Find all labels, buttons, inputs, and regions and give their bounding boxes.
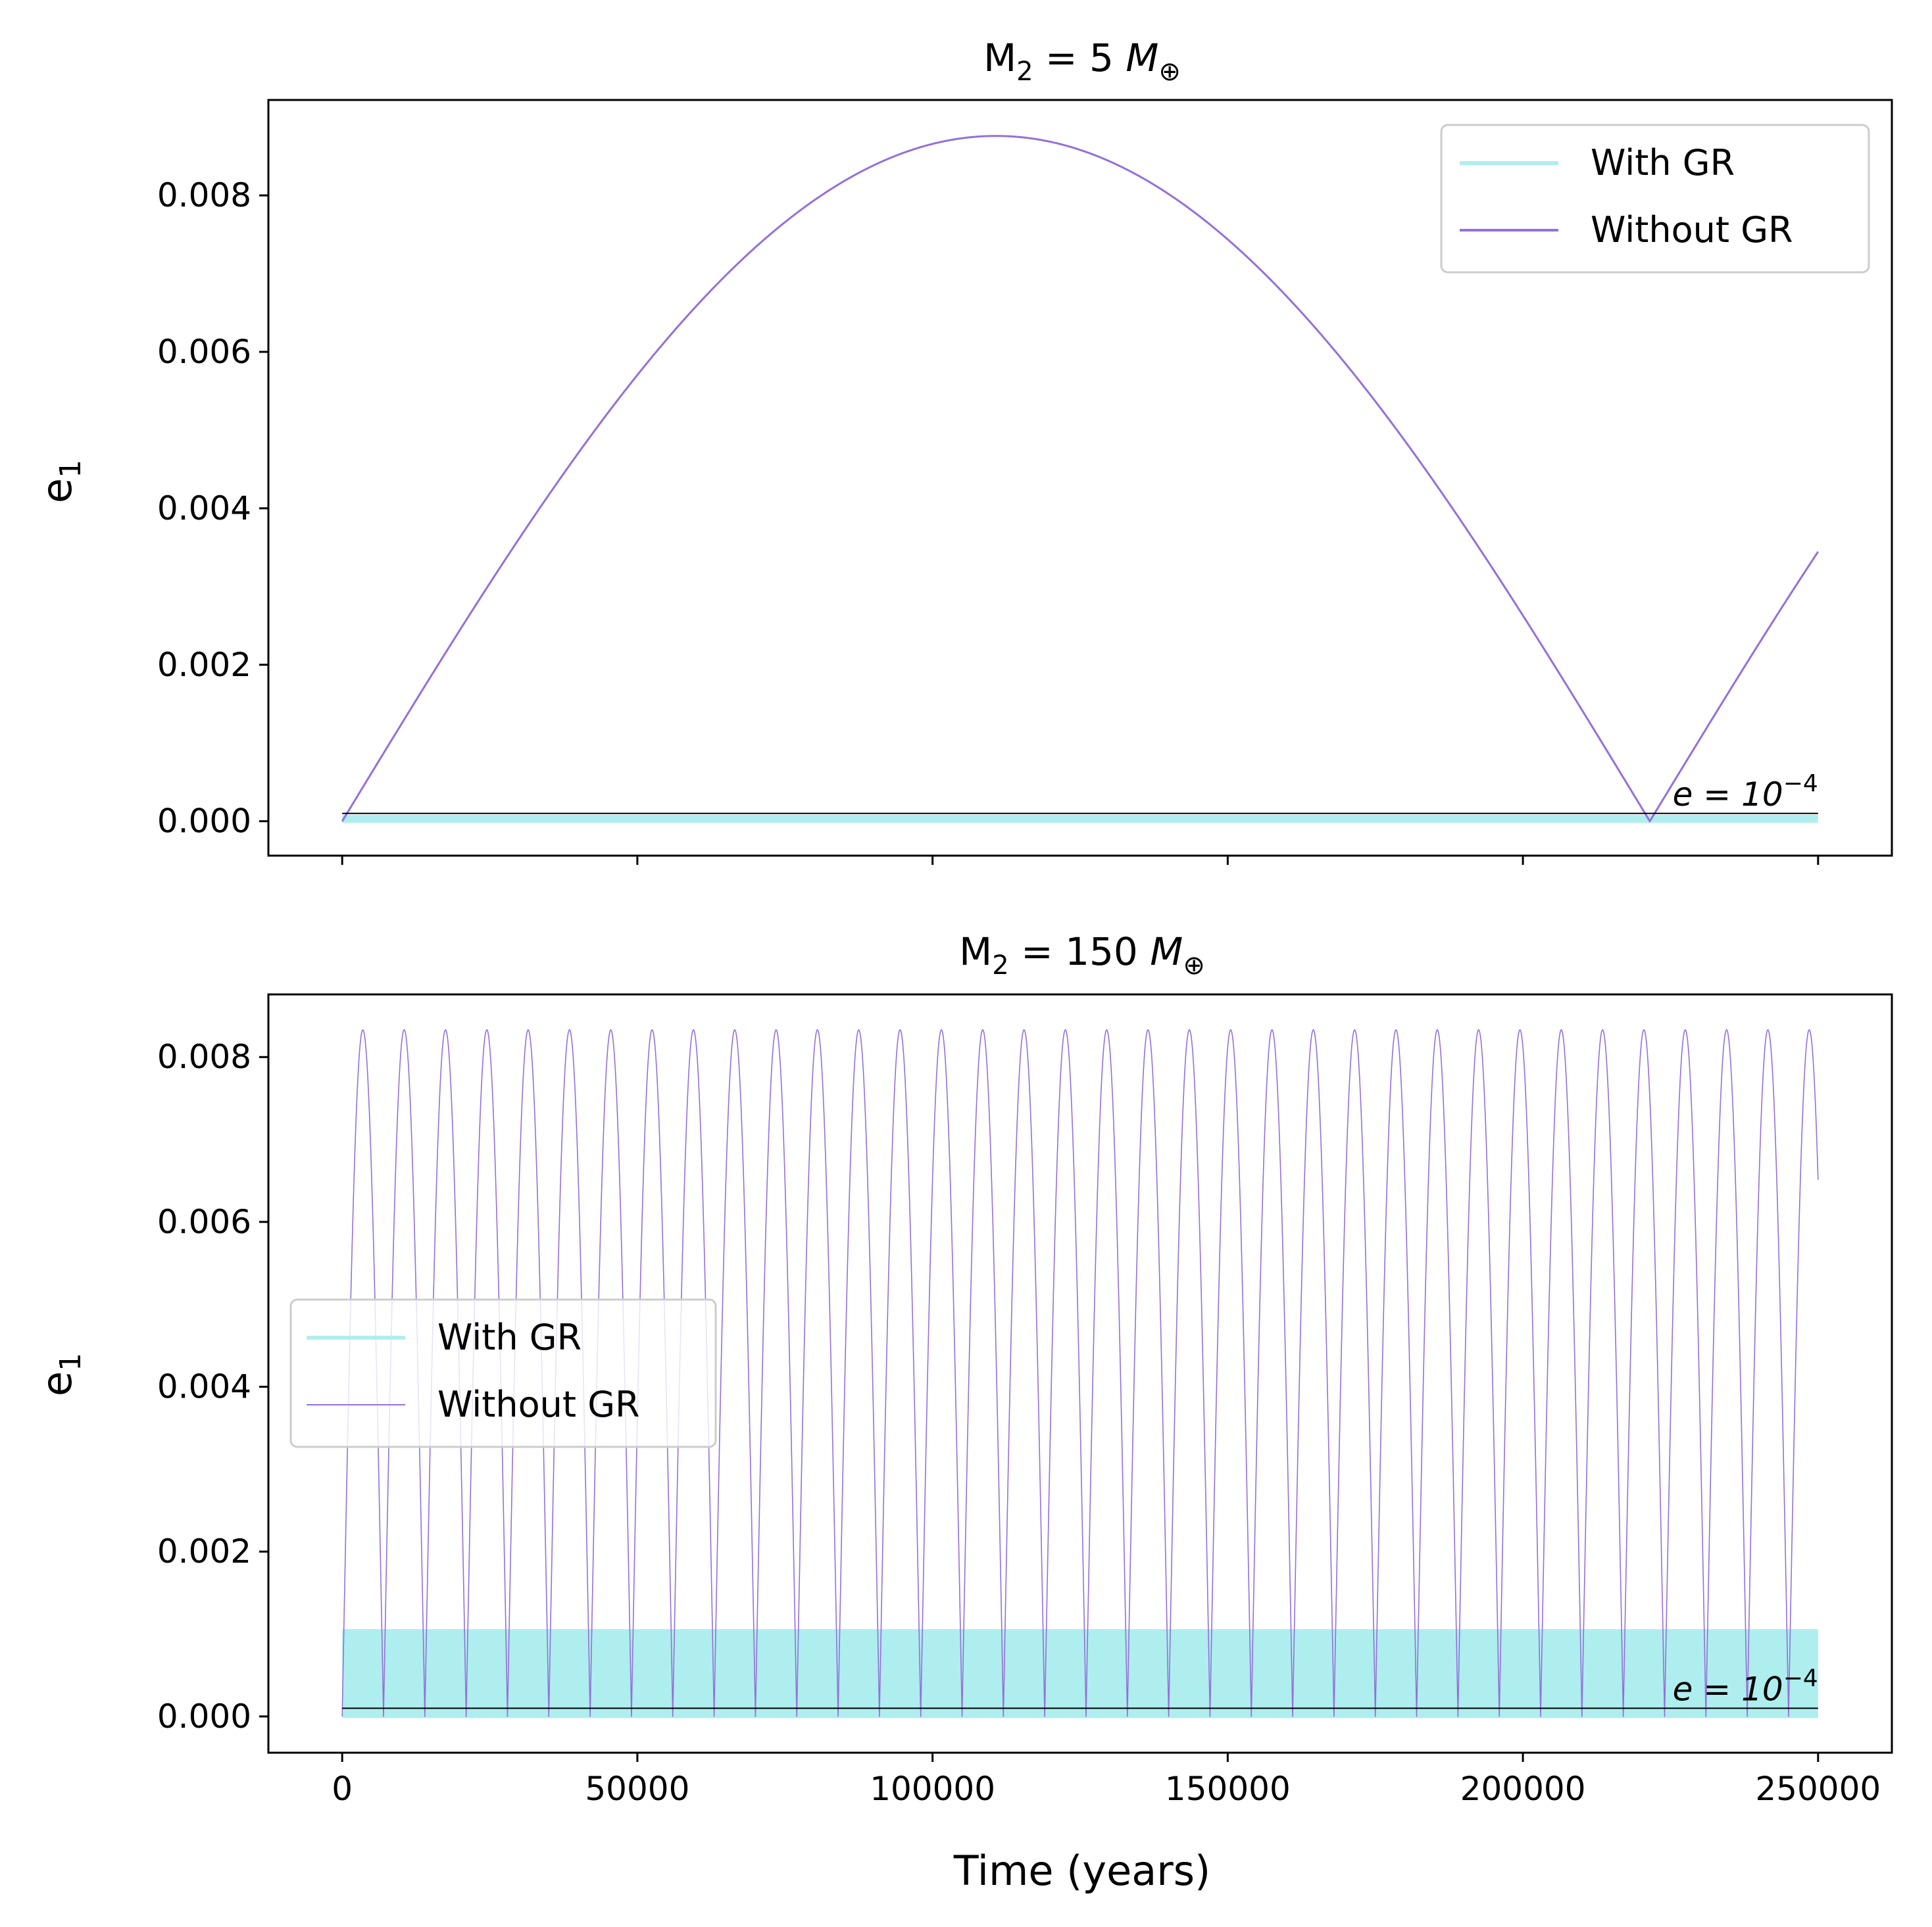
- bottom-legend-label-with-gr: With GR: [437, 1317, 582, 1358]
- bottom-panel-title: M2 = 150 M⊕: [959, 929, 1205, 981]
- top-y-axis-label: e1: [33, 460, 87, 503]
- y-tick-label: 0.008: [157, 1038, 251, 1076]
- with-gr-series-top: [342, 815, 1818, 823]
- x-axis-label: Time (years): [953, 1847, 1210, 1895]
- threshold-label-bottom: e = 10−4: [1673, 1665, 1818, 1708]
- top-axes-frame: [267, 99, 1893, 857]
- bottom-ticks: 0.000 0.002 0.004 0.006 0.008 0 50000 100000 150…: [157, 1038, 1881, 1808]
- bottom-legend: With GR Without GR: [289, 1298, 717, 1448]
- with-gr-series-bottom: [342, 1629, 1818, 1719]
- y-tick-label: 0.004: [157, 489, 251, 527]
- x-tick-label: 250000: [1755, 1770, 1881, 1808]
- top-ticks: 0.000 0.002 0.004 0.006 0.008: [157, 176, 1820, 865]
- x-tick-label: 50000: [585, 1770, 689, 1808]
- x-tick-label: 150000: [1165, 1770, 1291, 1808]
- bottom-axes-frame: [267, 993, 1893, 1754]
- top-panel: M2 = 5 M⊕ e1 0.000 0.002 0.004 0.006 0.008 e…: [33, 36, 1893, 865]
- svg-text:e1: e1: [33, 460, 87, 503]
- y-tick-label: 0.008: [157, 176, 251, 214]
- x-tick-label: 0: [332, 1770, 353, 1808]
- y-tick-label: 0.004: [157, 1368, 251, 1406]
- x-tick-label: 200000: [1460, 1770, 1586, 1808]
- without-gr-series-bottom: [341, 1029, 1819, 1717]
- y-tick-label: 0.000: [157, 1697, 251, 1736]
- top-legend: With GR Without GR: [1440, 124, 1870, 274]
- bottom-y-axis-label: e1: [33, 1353, 87, 1396]
- top-plot-area: [341, 135, 1820, 823]
- bottom-plot-area: [341, 1029, 1819, 1719]
- x-tick-label: 100000: [870, 1770, 995, 1808]
- y-tick-label: 0.006: [157, 1203, 251, 1241]
- top-panel-title: M2 = 5 M⊕: [983, 36, 1181, 87]
- top-legend-label-without-gr: Without GR: [1591, 209, 1793, 251]
- y-tick-label: 0.002: [157, 646, 251, 684]
- top-legend-label-with-gr: With GR: [1591, 142, 1735, 183]
- svg-text:e1: e1: [33, 1353, 87, 1396]
- y-tick-label: 0.000: [157, 802, 251, 841]
- threshold-label-top: e = 10−4: [1673, 770, 1818, 814]
- bottom-legend-label-without-gr: Without GR: [437, 1384, 640, 1425]
- y-tick-label: 0.002: [157, 1532, 251, 1571]
- without-gr-series-top: [341, 135, 1820, 823]
- bottom-panel: M2 = 150 M⊕ e1 Time (years) 0.0000.0020.…: [33, 929, 1893, 1895]
- y-tick-label: 0.006: [157, 333, 251, 371]
